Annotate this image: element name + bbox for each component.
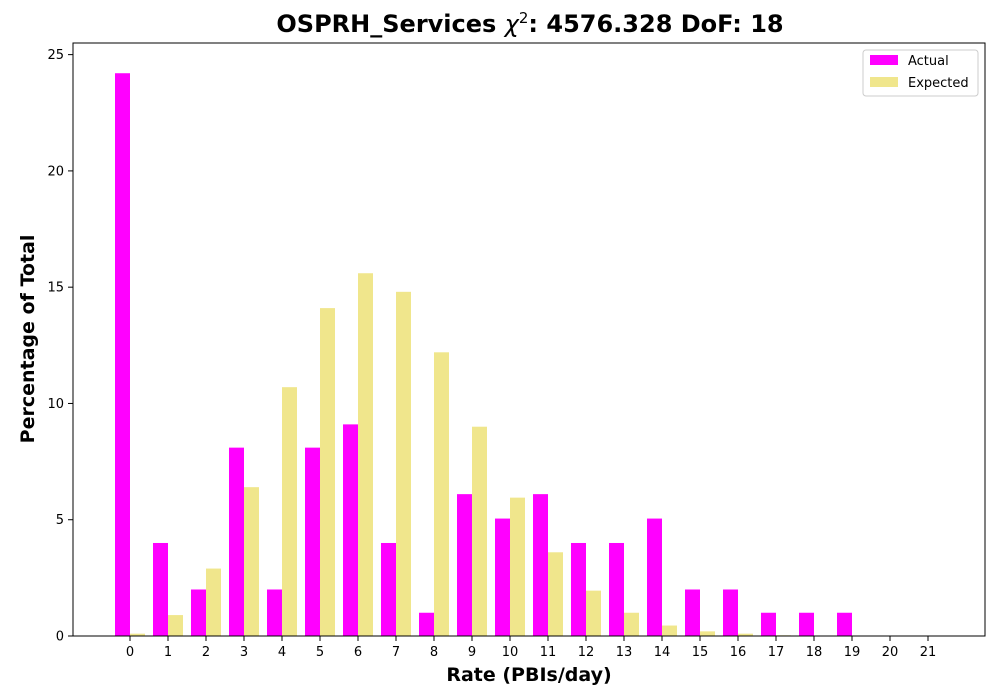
bar-expected-15 xyxy=(700,631,715,636)
chart-title-chi: χ xyxy=(503,10,520,38)
x-axis-ticks: 0 1 2 3 4 5 6 7 8 9 10 11 12 13 14 15 16 17 18 19 20 21 xyxy=(126,636,936,660)
x-tick-label: 16 xyxy=(730,645,747,660)
bar-actual-15 xyxy=(685,589,700,636)
y-tick-label: 20 xyxy=(47,164,64,179)
bar-expected-13 xyxy=(624,612,639,636)
x-tick-label: 17 xyxy=(768,645,785,660)
bar-expected-0 xyxy=(130,633,145,636)
bar-actual-8 xyxy=(419,612,434,636)
x-tick-label: 4 xyxy=(278,645,286,660)
y-tick-label: 10 xyxy=(47,397,64,412)
y-axis-label: Percentage of Total xyxy=(17,235,39,444)
x-tick-label: 1 xyxy=(164,645,172,660)
bar-expected-9 xyxy=(472,426,487,636)
bar-actual-12 xyxy=(571,542,586,636)
bar-actual-19 xyxy=(837,612,852,636)
bar-expected-8 xyxy=(434,352,449,636)
y-tick-label: 15 xyxy=(47,281,64,296)
bars-group xyxy=(115,73,852,636)
y-tick-label: 25 xyxy=(47,48,64,63)
bar-actual-14 xyxy=(647,518,662,636)
x-tick-label: 8 xyxy=(430,645,438,660)
x-tick-label: 6 xyxy=(354,645,362,660)
x-tick-label: 12 xyxy=(578,645,595,660)
x-tick-label: 10 xyxy=(502,645,519,660)
bar-actual-10 xyxy=(495,518,510,636)
x-tick-label: 0 xyxy=(126,645,134,660)
bar-expected-2 xyxy=(206,568,221,636)
bar-expected-5 xyxy=(320,308,335,636)
bar-expected-12 xyxy=(586,590,601,636)
bar-actual-2 xyxy=(191,589,206,636)
bar-actual-9 xyxy=(457,494,472,636)
bar-expected-7 xyxy=(396,291,411,636)
x-tick-label: 13 xyxy=(616,645,633,660)
bar-expected-6 xyxy=(358,273,373,636)
x-tick-label: 14 xyxy=(654,645,671,660)
plot-frame xyxy=(72,42,986,637)
bar-actual-7 xyxy=(381,542,396,636)
bar-expected-14 xyxy=(662,625,677,636)
x-tick-label: 2 xyxy=(202,645,210,660)
bar-actual-13 xyxy=(609,542,624,636)
bar-expected-3 xyxy=(244,487,259,636)
x-tick-label: 18 xyxy=(806,645,823,660)
x-axis-label: Rate (PBIs/day) xyxy=(446,664,611,686)
bar-expected-1 xyxy=(168,615,183,636)
bar-actual-5 xyxy=(305,447,320,636)
bar-actual-0 xyxy=(115,73,130,636)
bar-actual-16 xyxy=(723,589,738,636)
y-tick-label: 0 xyxy=(56,630,64,645)
bar-expected-4 xyxy=(282,387,297,636)
bar-actual-3 xyxy=(229,447,244,636)
x-tick-label: 20 xyxy=(882,645,899,660)
x-tick-label: 9 xyxy=(468,645,476,660)
x-tick-label: 19 xyxy=(844,645,861,660)
bar-expected-10 xyxy=(510,497,525,636)
bar-actual-4 xyxy=(267,589,282,636)
chart-title-main: OSPRH_Services xyxy=(276,10,504,38)
bar-actual-11 xyxy=(533,494,548,636)
chart-title-superscript: 2 xyxy=(519,9,529,27)
x-tick-label: 15 xyxy=(692,645,709,660)
legend-label-expected: Expected xyxy=(908,76,969,91)
bar-actual-1 xyxy=(153,542,168,636)
bar-actual-6 xyxy=(343,424,358,636)
x-tick-label: 21 xyxy=(920,645,937,660)
x-tick-label: 11 xyxy=(540,645,557,660)
chart-title: OSPRH_Services χ2: 4576.328 DoF: 18 xyxy=(276,9,783,38)
legend: Actual Expected xyxy=(862,49,979,97)
bar-actual-17 xyxy=(761,612,776,636)
legend-label-actual: Actual xyxy=(908,54,949,69)
x-tick-label: 3 xyxy=(240,645,248,660)
bar-expected-16 xyxy=(738,633,753,636)
x-tick-label: 7 xyxy=(392,645,400,660)
legend-swatch-expected xyxy=(870,77,898,87)
y-tick-label: 5 xyxy=(56,513,64,528)
bar-actual-18 xyxy=(799,612,814,636)
chart-title-rest: : 4576.328 DoF: 18 xyxy=(528,10,783,38)
legend-swatch-actual xyxy=(870,55,898,65)
x-tick-label: 5 xyxy=(316,645,324,660)
bar-expected-11 xyxy=(548,552,563,636)
y-axis-ticks: 0 5 10 15 20 25 xyxy=(47,48,73,645)
